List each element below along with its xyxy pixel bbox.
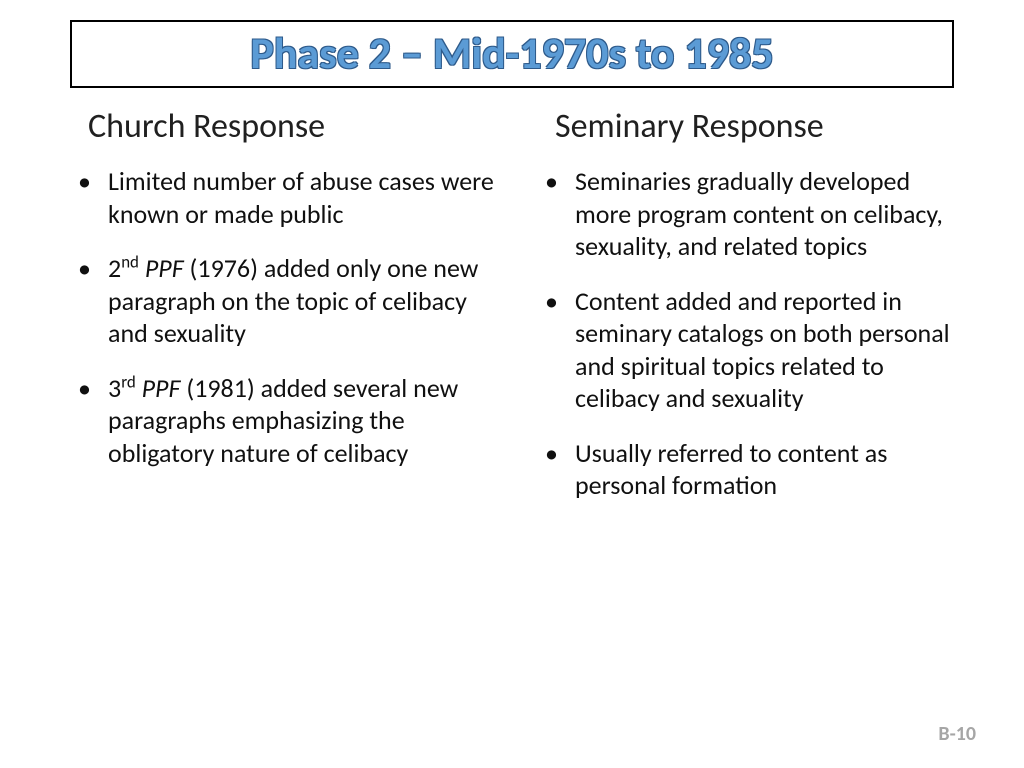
list-item: Usually referred to content as personal … [527, 437, 964, 502]
right-bullets: Seminaries gradually developed more prog… [527, 165, 964, 502]
list-item: Limited number of abuse cases were known… [60, 165, 497, 230]
slide-title: Phase 2 – Mid-1970s to 1985 [102, 26, 922, 80]
left-bullets: Limited number of abuse cases were known… [60, 165, 497, 469]
right-column: Seminary Response Seminaries gradually d… [527, 106, 964, 524]
slide: Phase 2 – Mid-1970s to 1985 Church Respo… [0, 0, 1024, 768]
columns: Church Response Limited number of abuse … [60, 106, 964, 524]
page-number: B-10 [938, 722, 976, 746]
list-item: 2nd PPF (1976) added only one new paragr… [60, 252, 497, 350]
list-item: Seminaries gradually developed more prog… [527, 165, 964, 263]
left-heading: Church Response [88, 106, 497, 147]
list-item: 3rd PPF (1981) added several new paragra… [60, 372, 497, 470]
title-box: Phase 2 – Mid-1970s to 1985 [70, 20, 954, 88]
list-item: Content added and reported in seminary c… [527, 285, 964, 415]
left-column: Church Response Limited number of abuse … [60, 106, 497, 524]
right-heading: Seminary Response [555, 106, 964, 147]
